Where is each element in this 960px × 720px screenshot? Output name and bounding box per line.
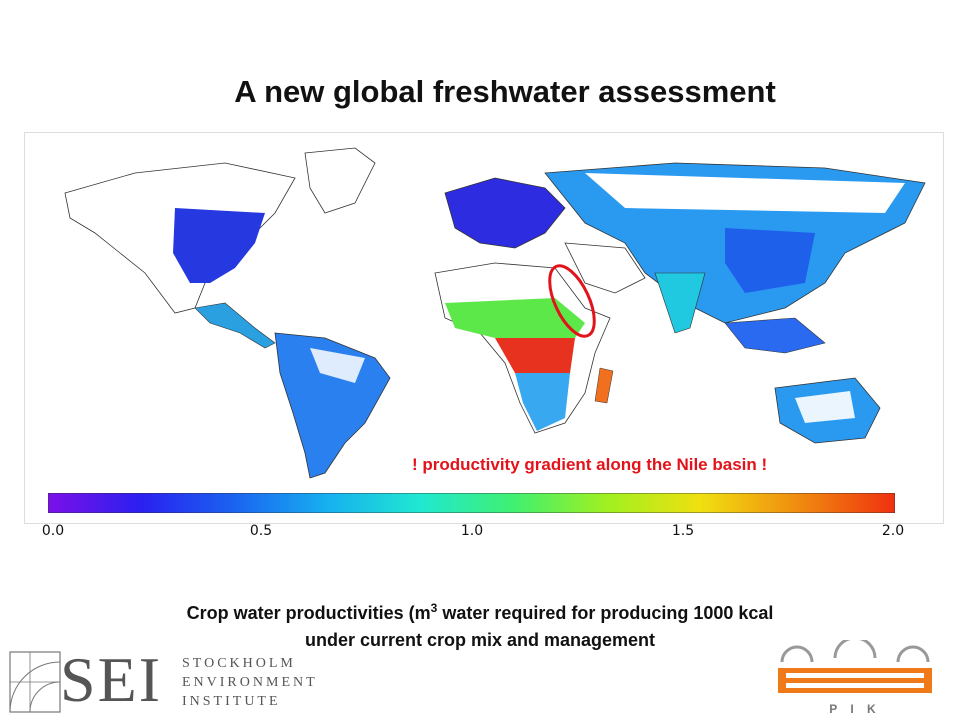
caption-line1-suffix: water required for producing 1000 kcal	[437, 603, 774, 623]
australia-white	[795, 391, 855, 423]
colorbar-tick: 2.0	[881, 523, 905, 539]
sei-word: STOCKHOLM	[182, 656, 296, 671]
colorbar	[48, 493, 895, 513]
caption-line1-prefix: Crop water productivities (m	[186, 603, 431, 623]
central-africa-red	[495, 338, 575, 383]
se-asia	[724, 317, 826, 354]
world-map-graphic	[64, 147, 926, 479]
figure-caption: Crop water productivities (m3 water requ…	[40, 595, 920, 654]
southern-africa	[515, 373, 570, 431]
greenland	[304, 147, 376, 214]
caption-line2: under current crop mix and management	[304, 630, 656, 650]
sei-word: ENVIRONMENT	[182, 675, 318, 690]
sei-logo-words: STOCKHOLM ENVIRONMENT INSTITUTE	[182, 654, 318, 711]
colorbar-gradient	[48, 493, 895, 513]
middle-east	[564, 242, 646, 294]
pik-logo-text: P I K	[829, 702, 880, 716]
madagascar	[594, 367, 614, 404]
india	[654, 272, 706, 334]
siberia-white	[585, 173, 905, 213]
nile-highlight-ellipse	[548, 264, 596, 338]
pik-logo-icon: P I K	[778, 640, 932, 716]
europe	[444, 177, 566, 249]
colorbar-tick: 0.5	[249, 523, 273, 539]
sei-word: INSTITUTE	[182, 694, 281, 709]
sei-logo-icon	[9, 651, 61, 713]
sahel-green	[445, 298, 585, 338]
caption-superscript: 3	[430, 601, 438, 615]
sei-logo-letters: SEI	[60, 644, 162, 715]
usa-canada-crop	[173, 208, 265, 283]
colorbar-tick: 1.5	[671, 523, 695, 539]
nile-callout: ! productivity gradient along the Nile b…	[412, 455, 768, 474]
world-map	[24, 132, 944, 524]
china-blue	[725, 228, 815, 293]
slide-title: A new global freshwater assessment	[234, 74, 776, 109]
central-america	[194, 302, 276, 349]
amazon-white	[310, 348, 365, 383]
colorbar-tick: 1.0	[460, 523, 484, 539]
colorbar-tick: 0.0	[41, 523, 65, 539]
south-america	[274, 332, 391, 479]
